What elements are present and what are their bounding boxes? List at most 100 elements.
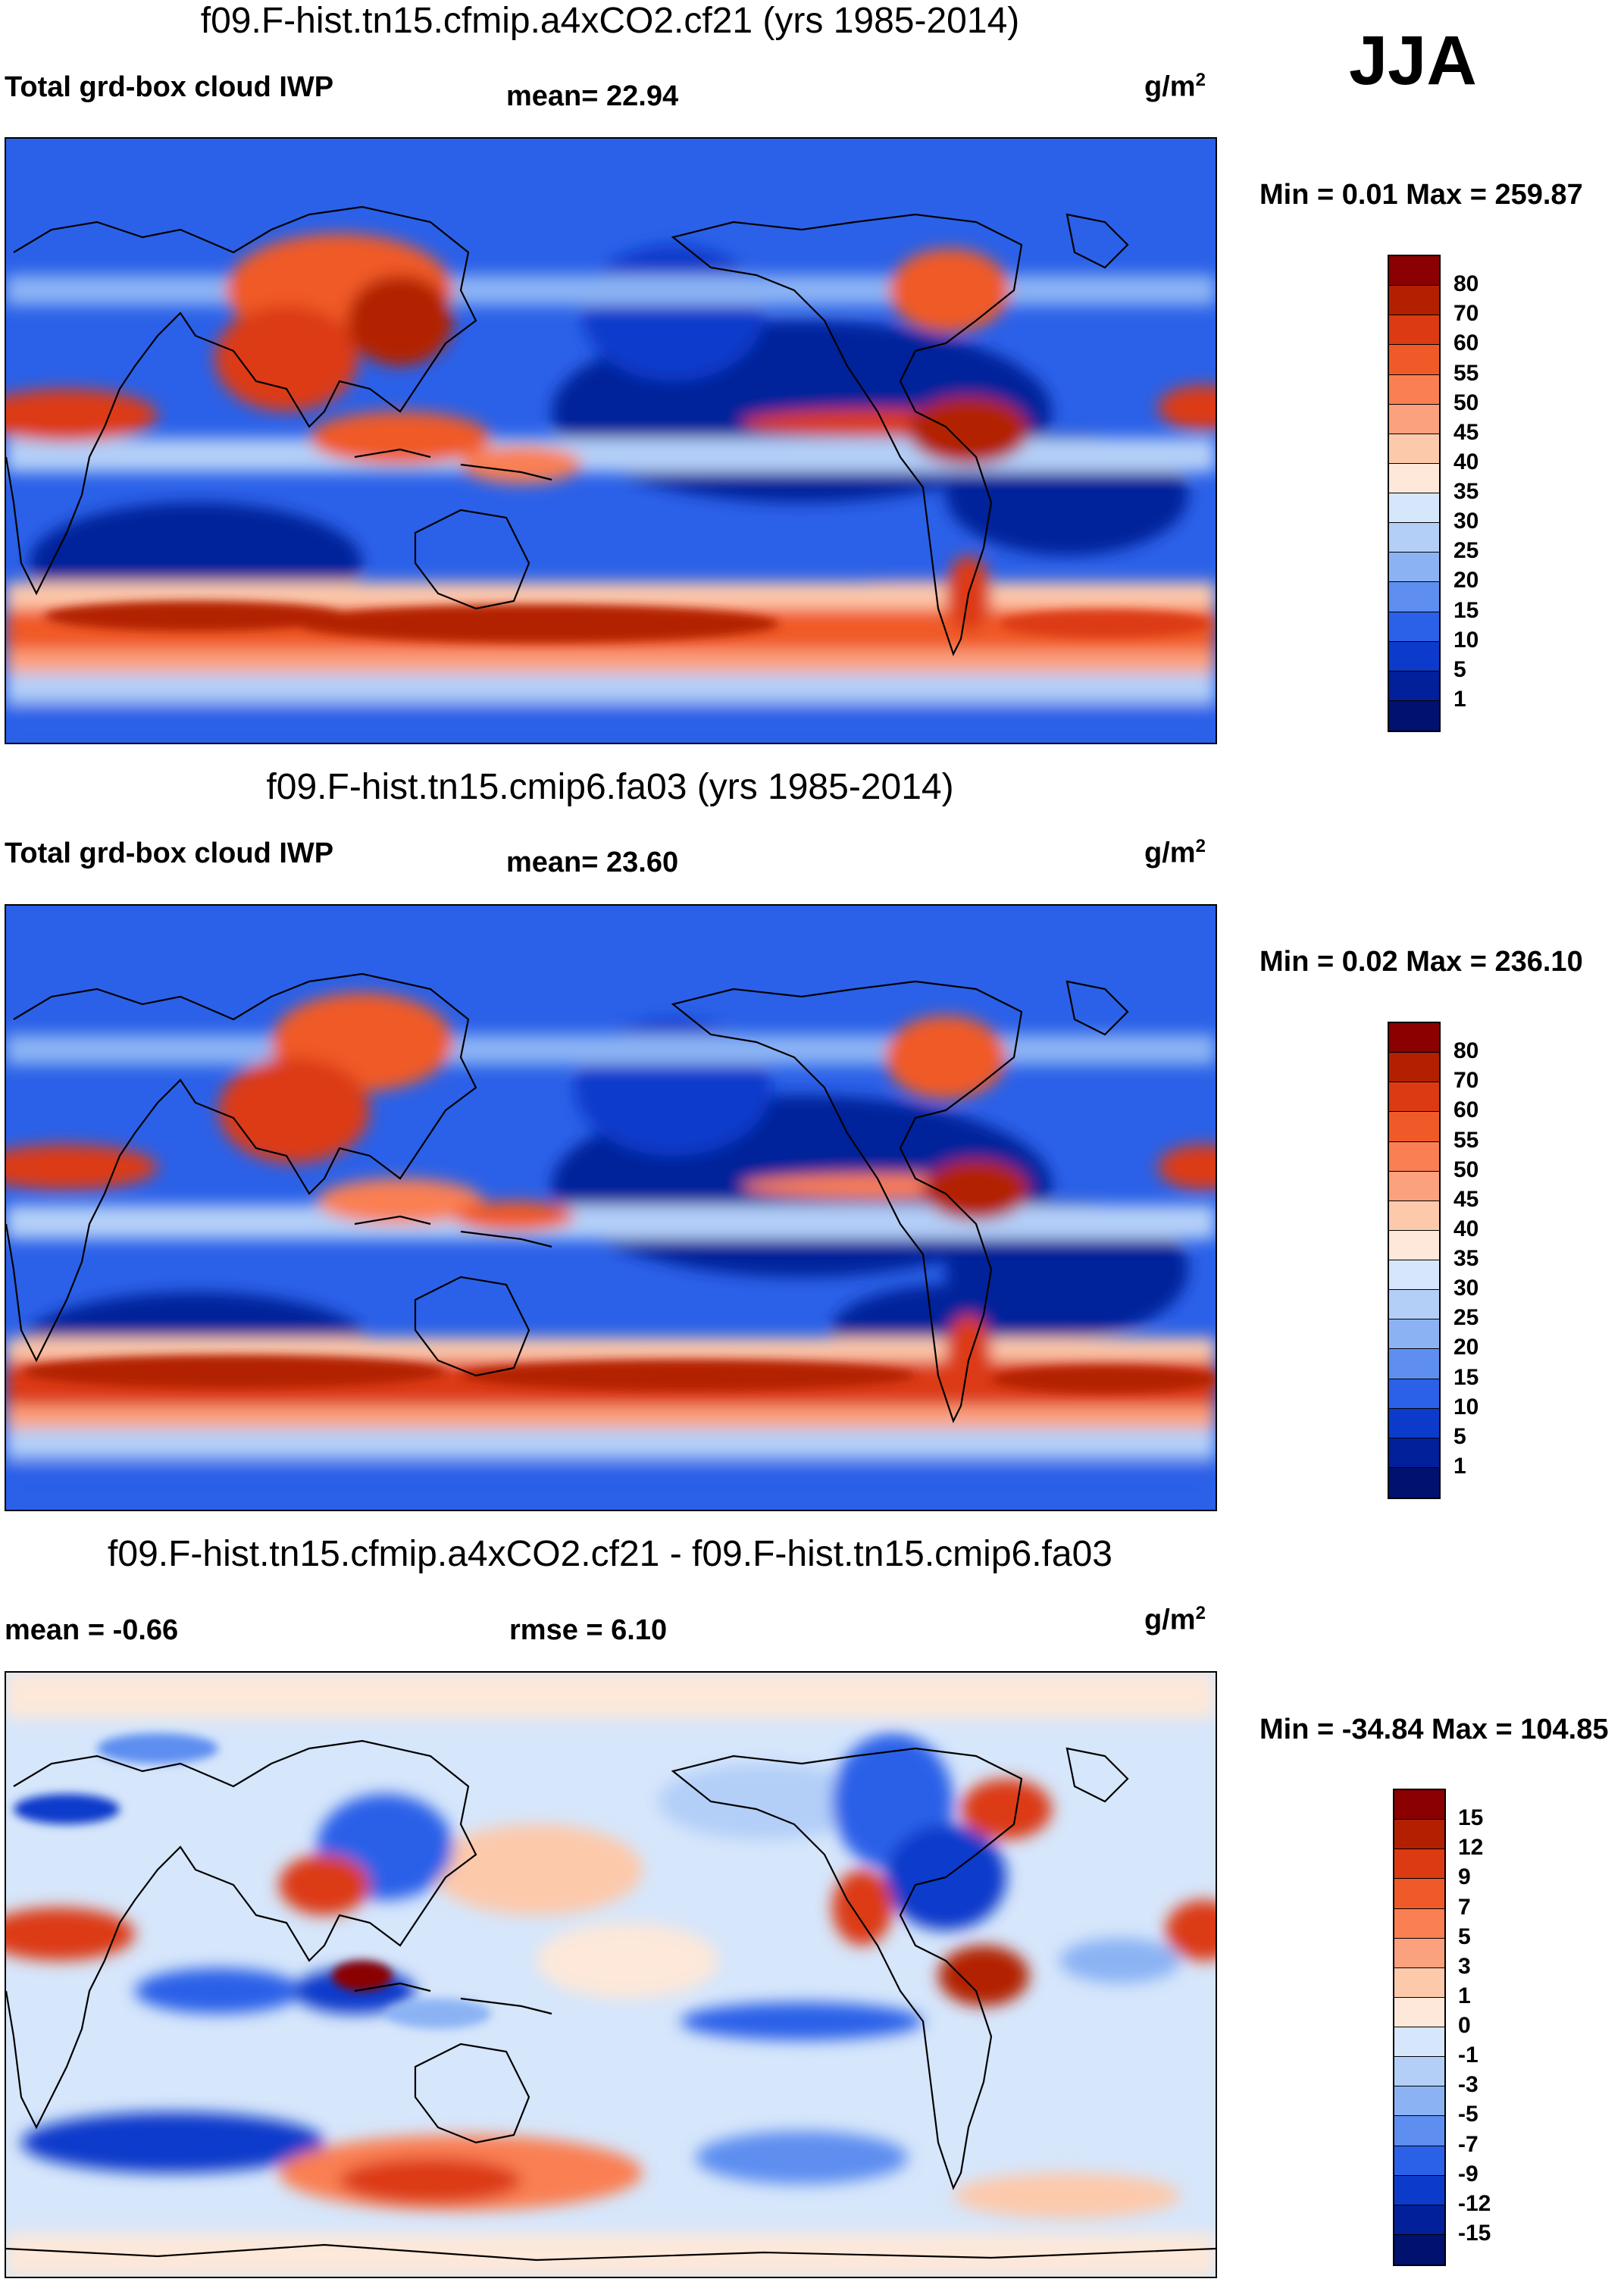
colorbar-tick-label: 15 bbox=[1458, 1805, 1484, 1831]
colorbar-tick-label: 30 bbox=[1453, 1276, 1479, 1301]
colorbar-swatch bbox=[1389, 582, 1439, 612]
colorbar-swatch bbox=[1389, 404, 1439, 434]
colorbar-tick-label: 40 bbox=[1453, 1216, 1479, 1241]
colorbar-tick-label: -12 bbox=[1458, 2190, 1491, 2216]
colorbar-swatch bbox=[1389, 1290, 1439, 1320]
colorbar-swatch bbox=[1389, 671, 1439, 701]
colorbar-swatch bbox=[1389, 463, 1439, 493]
colorbar-tick-label: 60 bbox=[1453, 1097, 1479, 1123]
panel-2-units: g/m2 bbox=[1144, 836, 1206, 869]
colorbar-swatch bbox=[1394, 2086, 1444, 2117]
colorbar-tick-label: 1 bbox=[1453, 1453, 1466, 1479]
panel-3-map bbox=[5, 1671, 1217, 2278]
panel-2-coastlines bbox=[6, 972, 1129, 1423]
panel-3-title: f09.F-hist.tn15.cfmip.a4xCO2.cf21 - f09.… bbox=[108, 1534, 1112, 1574]
panel-1-map bbox=[5, 137, 1217, 744]
colorbar-swatch bbox=[1389, 1467, 1439, 1498]
panel-1-units: g/m2 bbox=[1144, 70, 1206, 103]
panel-2-variable-label: Total grd-box cloud IWP bbox=[5, 837, 334, 869]
colorbar-tick-label: 5 bbox=[1453, 656, 1466, 682]
colorbar-tick-label: 5 bbox=[1453, 1423, 1466, 1449]
colorbar-swatch bbox=[1389, 256, 1439, 286]
colorbar-tick-label: 80 bbox=[1453, 1038, 1479, 1064]
colorbar-swatch bbox=[1389, 1230, 1439, 1260]
colorbar-tick-label: 45 bbox=[1453, 419, 1479, 445]
colorbar-tick-label: 9 bbox=[1458, 1864, 1471, 1890]
colorbar-tick-label: 45 bbox=[1453, 1186, 1479, 1212]
colorbar-tick-label: 30 bbox=[1453, 509, 1479, 534]
panel-1-coastlines bbox=[6, 205, 1129, 656]
colorbar-tick-label: 80 bbox=[1453, 271, 1479, 297]
colorbar-swatch bbox=[1389, 523, 1439, 553]
colorbar-swatch bbox=[1389, 1200, 1439, 1231]
colorbar-tick-label: 0 bbox=[1458, 2013, 1471, 2038]
colorbar-swatch bbox=[1389, 1171, 1439, 1201]
colorbar-swatch bbox=[1394, 1790, 1444, 1820]
colorbar-tick-label: 5 bbox=[1458, 1924, 1471, 1949]
colorbar-swatch bbox=[1389, 1112, 1439, 1142]
colorbar-tick-label: -9 bbox=[1458, 2161, 1478, 2187]
colorbar-swatch bbox=[1389, 641, 1439, 671]
colorbar-swatch bbox=[1394, 2234, 1444, 2265]
colorbar-swatch bbox=[1389, 1349, 1439, 1379]
colorbar-tick-label: 35 bbox=[1453, 1246, 1479, 1271]
colorbar-tick-label: 35 bbox=[1453, 479, 1479, 504]
panel-1-variable-label: Total grd-box cloud IWP bbox=[5, 71, 334, 103]
colorbar-swatch bbox=[1389, 1260, 1439, 1291]
panel-1-mean-label: mean= 22.94 bbox=[506, 80, 679, 112]
colorbar-swatch bbox=[1389, 1438, 1439, 1468]
panel-2-colorbar bbox=[1388, 1022, 1441, 1499]
colorbar-tick-label: 7 bbox=[1458, 1894, 1471, 1920]
colorbar-tick-label: 10 bbox=[1453, 1394, 1479, 1420]
colorbar-tick-label: 55 bbox=[1453, 1127, 1479, 1153]
colorbar-tick-label: 70 bbox=[1453, 1068, 1479, 1094]
panel-1-minmax: Min = 0.01 Max = 259.87 bbox=[1259, 179, 1583, 211]
colorbar-swatch bbox=[1394, 1997, 1444, 2027]
colorbar-tick-label: 3 bbox=[1458, 1953, 1471, 1979]
colorbar-swatch bbox=[1394, 2116, 1444, 2146]
panel-2-map-field bbox=[6, 906, 1216, 1510]
panel-3-minmax: Min = -34.84 Max = 104.85 bbox=[1259, 1714, 1609, 1745]
colorbar-swatch bbox=[1389, 315, 1439, 346]
colorbar-swatch bbox=[1389, 1408, 1439, 1438]
season-label: JJA bbox=[1349, 22, 1477, 99]
colorbar-swatch bbox=[1389, 434, 1439, 464]
panel-3-units: g/m2 bbox=[1144, 1603, 1206, 1636]
colorbar-tick-label: -3 bbox=[1458, 2072, 1478, 2098]
colorbar-tick-label: 15 bbox=[1453, 597, 1479, 623]
colorbar-swatch bbox=[1394, 1879, 1444, 1909]
colorbar-tick-label: 60 bbox=[1453, 330, 1479, 356]
colorbar-swatch bbox=[1389, 286, 1439, 316]
colorbar-tick-label: -15 bbox=[1458, 2220, 1491, 2246]
colorbar-tick-label: 25 bbox=[1453, 1305, 1479, 1331]
colorbar-swatch bbox=[1389, 612, 1439, 642]
panel-1-colorbar bbox=[1388, 255, 1441, 732]
panel-2-mean-label: mean= 23.60 bbox=[506, 847, 679, 878]
colorbar-tick-label: 55 bbox=[1453, 360, 1479, 386]
colorbar-tick-label: 15 bbox=[1453, 1364, 1479, 1390]
colorbar-swatch bbox=[1394, 1908, 1444, 1939]
panel-3-colorbar bbox=[1393, 1789, 1446, 2266]
colorbar-tick-label: -1 bbox=[1458, 2043, 1478, 2068]
colorbar-tick-label: -5 bbox=[1458, 2102, 1478, 2127]
colorbar-swatch bbox=[1394, 2205, 1444, 2235]
colorbar-swatch bbox=[1394, 2027, 1444, 2058]
panel-1-map-field bbox=[6, 139, 1216, 743]
colorbar-swatch bbox=[1394, 1820, 1444, 1850]
colorbar-tick-label: 50 bbox=[1453, 390, 1479, 415]
colorbar-swatch bbox=[1389, 345, 1439, 375]
colorbar-swatch bbox=[1389, 700, 1439, 731]
colorbar-swatch bbox=[1394, 2057, 1444, 2087]
colorbar-swatch bbox=[1389, 493, 1439, 524]
colorbar-tick-label: 12 bbox=[1458, 1835, 1484, 1861]
colorbar-tick-label: 20 bbox=[1453, 1335, 1479, 1360]
panel-3-rmse-label: rmse = 6.10 bbox=[509, 1614, 668, 1646]
panel-2-minmax: Min = 0.02 Max = 236.10 bbox=[1259, 946, 1583, 978]
colorbar-swatch bbox=[1394, 1849, 1444, 1880]
panel-3-coastlines bbox=[6, 1739, 1216, 2262]
colorbar-swatch bbox=[1389, 1082, 1439, 1113]
colorbar-swatch bbox=[1389, 1053, 1439, 1083]
colorbar-swatch bbox=[1394, 1938, 1444, 1968]
colorbar-tick-label: 20 bbox=[1453, 568, 1479, 593]
colorbar-tick-label: -7 bbox=[1458, 2131, 1478, 2157]
